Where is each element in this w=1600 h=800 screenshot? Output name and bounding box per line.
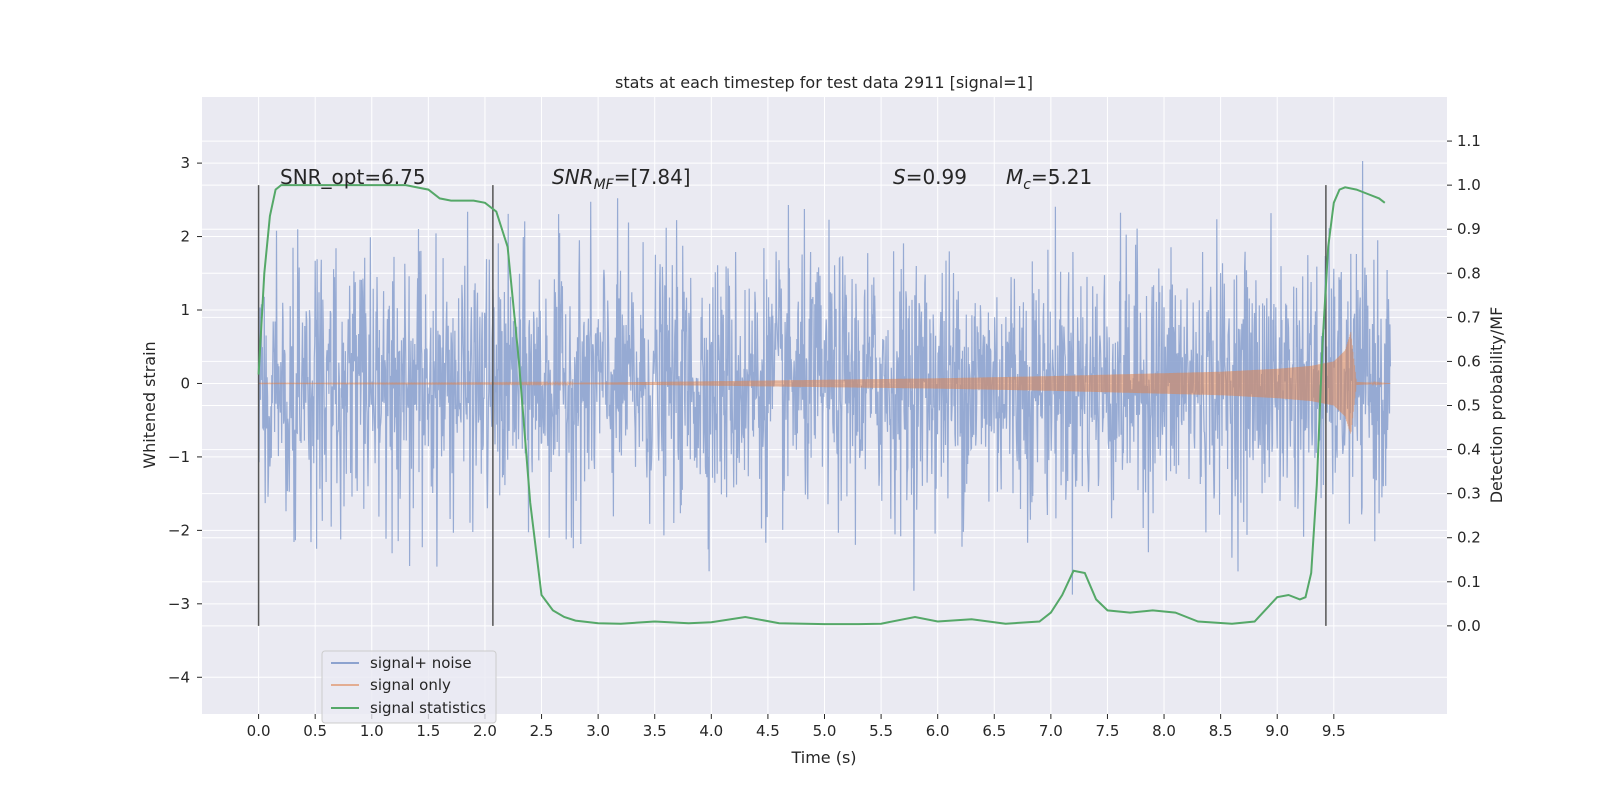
y-tick-label: 0 bbox=[180, 374, 190, 392]
annotation-s-stat: S=0.99 bbox=[893, 165, 967, 189]
y-right-tick-label: 0.2 bbox=[1457, 529, 1481, 547]
x-tick-label: 5.5 bbox=[869, 722, 893, 740]
x-tick-label: 6.5 bbox=[982, 722, 1006, 740]
x-tick-label: 2.5 bbox=[530, 722, 554, 740]
x-tick-label: 5.0 bbox=[813, 722, 837, 740]
y-right-tick-label: 1.0 bbox=[1457, 176, 1481, 194]
y-axis-label-right: Detection probability/MF bbox=[1487, 307, 1506, 504]
x-tick-label: 9.5 bbox=[1322, 722, 1346, 740]
s-stat-symbol: S bbox=[893, 165, 906, 189]
s-stat-value: =0.99 bbox=[906, 165, 967, 189]
x-tick-label: 4.0 bbox=[699, 722, 723, 740]
x-tick-label: 8.5 bbox=[1209, 722, 1233, 740]
x-tick-label: 2.0 bbox=[473, 722, 497, 740]
legend-label-signal-only: signal only bbox=[370, 676, 451, 694]
legend: signal+ noise signal only signal statist… bbox=[321, 650, 497, 724]
x-axis-ticks: 0.0 0.5 1.0 1.5 2.0 2.5 3.0 3.5 4.0 4.5 5.0 5.5 6.0 6… bbox=[247, 714, 1346, 740]
y-tick-label: 2 bbox=[180, 228, 190, 246]
y-axis-label-left: Whitened strain bbox=[140, 341, 159, 468]
mc-value: =5.21 bbox=[1031, 165, 1092, 189]
legend-label-signal-noise: signal+ noise bbox=[370, 654, 472, 672]
x-tick-label: 8.0 bbox=[1152, 722, 1176, 740]
y-tick-label: 1 bbox=[180, 301, 190, 319]
x-tick-label: 3.0 bbox=[586, 722, 610, 740]
x-tick-label: 4.5 bbox=[756, 722, 780, 740]
mc-symbol: M bbox=[1006, 165, 1023, 189]
legend-box bbox=[321, 650, 497, 724]
y-right-tick-label: 1.1 bbox=[1457, 132, 1481, 150]
legend-label-signal-statistics: signal statistics bbox=[370, 699, 486, 717]
x-axis-label: Time (s) bbox=[790, 748, 856, 767]
y-right-tick-label: 0.8 bbox=[1457, 264, 1481, 282]
mc-subscript: c bbox=[1023, 177, 1031, 193]
x-tick-label: 7.0 bbox=[1039, 722, 1063, 740]
x-tick-label: 7.5 bbox=[1096, 722, 1120, 740]
x-tick-label: 0.0 bbox=[247, 722, 271, 740]
y-tick-label: 3 bbox=[180, 154, 190, 172]
y-tick-label: −1 bbox=[168, 448, 190, 466]
annotation-mc: Mc=5.21 bbox=[1006, 165, 1092, 193]
vertical-markers bbox=[257, 185, 1327, 626]
annotation-snr-opt: SNR_opt=6.75 bbox=[280, 165, 426, 189]
chart-title: stats at each timestep for test data 291… bbox=[615, 73, 1033, 92]
series-signal-statistics bbox=[257, 184, 1386, 626]
y-right-tick-label: 0.4 bbox=[1457, 441, 1481, 459]
y-tick-label: −2 bbox=[168, 521, 190, 539]
series-signal-noise bbox=[258, 160, 1391, 595]
annotation-snr-mf: SNRMF=[7.84] bbox=[552, 165, 691, 193]
y-tick-label: −4 bbox=[168, 668, 190, 686]
y-right-tick-label: 0.0 bbox=[1457, 617, 1481, 635]
x-tick-label: 9.0 bbox=[1265, 722, 1289, 740]
y-right-tick-label: 0.1 bbox=[1457, 573, 1481, 591]
y-right-tick-label: 0.5 bbox=[1457, 397, 1481, 415]
y-tick-label: −3 bbox=[168, 595, 190, 613]
x-tick-label: 1.0 bbox=[360, 722, 384, 740]
snr-mf-subscript: MF bbox=[594, 177, 615, 193]
y-right-tick-label: 0.6 bbox=[1457, 352, 1481, 370]
y-left-axis-ticks: −4 −3 −2 −1 0 1 2 3 bbox=[168, 154, 202, 686]
series-signal-only bbox=[258, 332, 1391, 434]
x-tick-label: 1.5 bbox=[416, 722, 440, 740]
y-right-tick-label: 0.7 bbox=[1457, 308, 1481, 326]
x-tick-label: 6.0 bbox=[926, 722, 950, 740]
y-right-tick-label: 0.3 bbox=[1457, 485, 1481, 503]
plot-area bbox=[257, 160, 1391, 626]
y-right-tick-label: 0.9 bbox=[1457, 220, 1481, 238]
x-tick-label: 3.5 bbox=[643, 722, 667, 740]
snr-mf-value: =[7.84] bbox=[614, 165, 691, 189]
x-tick-label: 0.5 bbox=[303, 722, 327, 740]
y-right-axis-ticks: 0.0 0.1 0.2 0.3 0.4 0.5 0.6 0.7 0.8 0.9 1.0 1.1 bbox=[1447, 132, 1481, 635]
snr-mf-symbol: SNR bbox=[552, 165, 594, 189]
